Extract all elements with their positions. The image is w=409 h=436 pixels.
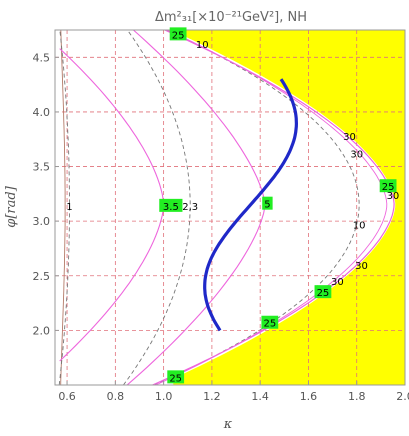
contour-label-text: 30 <box>343 132 356 143</box>
contour-label-text: 30 <box>350 149 363 160</box>
contour-label-text: 3.5 <box>163 202 179 213</box>
x-tick-label: 2.0 <box>396 390 409 403</box>
excluded-region <box>173 30 405 385</box>
contour-label: 25 <box>379 179 397 193</box>
x-tick-label: 1.0 <box>155 390 173 403</box>
contour-label: 30 <box>387 191 400 202</box>
x-axis-ticks: 0.6 0.8 1.0 1.2 1.4 1.6 1.8 2.0 <box>58 381 409 403</box>
contour-label: 5 <box>262 196 273 211</box>
x-tick-label: 1.8 <box>348 390 366 403</box>
contour-label-text: 10 <box>196 40 209 51</box>
contour-label: 1 <box>66 202 72 213</box>
x-tick-label: 0.6 <box>58 390 76 403</box>
contour-label-text: 30 <box>331 277 344 288</box>
contour-line-1 <box>60 30 66 385</box>
contour-label: 25 <box>261 315 279 330</box>
y-tick-label: 3.0 <box>33 215 51 228</box>
chart-title: Δm²₃₁[×10⁻²¹GeV²], NH <box>155 10 307 25</box>
contour-label-text: 25 <box>172 30 185 41</box>
x-axis-label: κ <box>223 417 233 432</box>
contour-label: 30 <box>331 277 344 288</box>
contour-label-text: 25 <box>169 373 182 384</box>
contour-label-text: 2,3 <box>182 202 198 213</box>
contour-label-box <box>159 198 183 212</box>
contour-label-box <box>169 27 187 41</box>
y-tick-label: 4.5 <box>33 51 51 64</box>
x-tick-label: 1.2 <box>203 390 221 403</box>
x-tick-label: 0.8 <box>107 390 125 403</box>
y-tick-label: 4.0 <box>33 106 51 119</box>
contour-label-box <box>314 285 332 299</box>
contour-label-box <box>167 370 185 384</box>
contour-gray-2 <box>123 30 191 385</box>
y-axis-ticks: 2.0 2.5 3.0 3.5 4.0 4.5 <box>33 51 59 337</box>
contour-label-text: 5 <box>264 200 270 211</box>
contour-label: 30 <box>343 132 356 143</box>
contour-label: 3.5 <box>159 198 183 213</box>
contour-blue <box>203 78 299 332</box>
contour-label-box <box>262 196 273 210</box>
contour-label: 25 <box>314 285 332 299</box>
y-tick-label: 3.5 <box>33 161 51 174</box>
contour-label: 25 <box>167 370 185 384</box>
x-tick-label: 1.4 <box>251 390 269 403</box>
x-tick-label: 1.6 <box>300 390 318 403</box>
y-tick-label: 2.5 <box>33 270 51 283</box>
plot-frame <box>54 29 406 386</box>
contour-label: 25 <box>169 27 187 41</box>
contour-label-text: 30 <box>355 261 368 272</box>
contour-gray-1 <box>58 30 70 385</box>
contour-label-text: 30 <box>387 191 400 202</box>
contour-label: 10 <box>353 220 366 231</box>
contour-label-text: 1 <box>66 202 72 213</box>
contour-label: 30 <box>355 261 368 272</box>
grid-lines <box>55 30 405 385</box>
contour-label-text: 25 <box>382 182 395 193</box>
contour-label-text: 25 <box>317 288 330 299</box>
contour-label: 30 <box>350 149 363 160</box>
contour-label-box <box>379 179 397 193</box>
contour-label-box <box>261 315 279 329</box>
contour-label-text: 10 <box>353 220 366 231</box>
contour-label-text: 25 <box>263 319 276 330</box>
contour-label: 2,3 <box>182 202 198 213</box>
y-tick-label: 2.0 <box>33 324 51 337</box>
contour-label: 10 <box>196 40 209 51</box>
y-axis-label: φ[rad] <box>4 185 19 227</box>
